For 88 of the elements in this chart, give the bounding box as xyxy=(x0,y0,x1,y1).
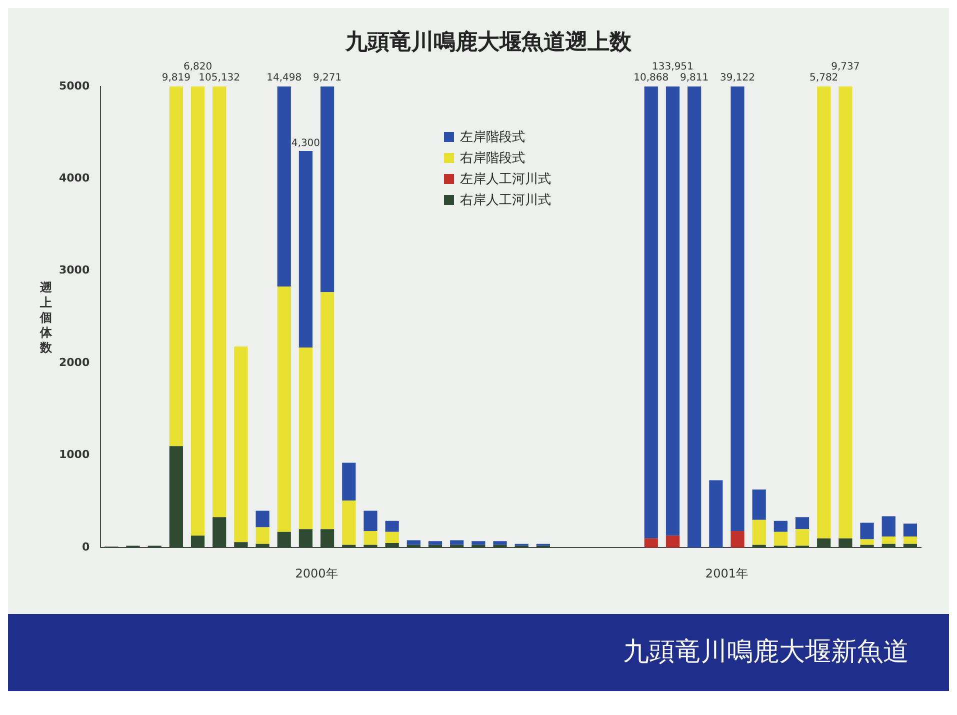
bar xyxy=(298,529,313,548)
bar xyxy=(860,522,874,540)
bar xyxy=(364,510,378,531)
bar xyxy=(277,532,291,548)
bar xyxy=(730,530,744,548)
bar xyxy=(406,540,420,545)
text: 133,951 xyxy=(652,61,694,72)
bar xyxy=(493,544,507,548)
bar xyxy=(882,536,896,544)
bar xyxy=(752,520,766,545)
bar xyxy=(838,538,852,548)
legend-label: 右岸階段式 xyxy=(460,150,525,167)
text: 2001年 xyxy=(705,566,748,581)
text: 5,782 xyxy=(810,72,838,84)
text: 9,819 xyxy=(162,72,190,84)
bar xyxy=(644,538,658,548)
bar xyxy=(730,86,744,531)
bar xyxy=(212,86,226,518)
y-axis-title: 遡上個体数 xyxy=(39,280,53,354)
bar xyxy=(644,86,658,538)
bar xyxy=(472,541,486,545)
text: 九頭竜川鳴鹿大堰新魚道 xyxy=(8,614,949,691)
bar xyxy=(903,536,918,544)
bar xyxy=(298,150,313,348)
bar xyxy=(212,517,226,548)
text: 14,498 xyxy=(266,72,302,84)
bar xyxy=(795,517,810,530)
bar xyxy=(450,540,464,545)
bar xyxy=(882,516,896,537)
bar xyxy=(860,539,874,545)
bar xyxy=(190,86,205,536)
y-tick-label: 2000 xyxy=(58,356,90,369)
chart-title: 九頭竜川鳴鹿大堰魚道遡上数 xyxy=(344,28,632,55)
y-tick-label: 5000 xyxy=(58,79,90,92)
bar xyxy=(190,536,205,548)
bar xyxy=(795,529,810,546)
legend-label: 右岸人工河川式 xyxy=(460,192,551,209)
bar xyxy=(752,489,766,520)
bar xyxy=(385,520,399,532)
bar xyxy=(666,86,680,536)
bar xyxy=(234,346,248,542)
y-tick-label: 0 xyxy=(82,540,90,554)
legend-label: 左岸階段式 xyxy=(460,129,525,146)
bar xyxy=(169,86,183,446)
bar xyxy=(428,541,442,545)
text: 9,737 xyxy=(831,61,860,72)
text: 105,132 xyxy=(198,72,240,84)
bar xyxy=(256,510,270,528)
bar xyxy=(298,347,313,530)
bar xyxy=(903,524,918,537)
bar xyxy=(320,292,334,530)
y-tick-label: 1000 xyxy=(58,448,90,462)
bar xyxy=(903,544,918,548)
bar xyxy=(320,86,334,292)
bar xyxy=(688,86,702,548)
bar xyxy=(342,500,356,545)
bar xyxy=(882,544,896,548)
bar xyxy=(277,286,291,532)
text: 39,122 xyxy=(720,72,755,84)
y-tick-label: 4000 xyxy=(58,172,90,184)
bar xyxy=(364,530,378,545)
y-tick-label: 3000 xyxy=(58,264,90,277)
bar xyxy=(385,532,399,543)
total-label: 4,300 xyxy=(291,138,320,149)
bar xyxy=(277,86,291,287)
bar xyxy=(838,86,852,538)
bar xyxy=(385,542,399,548)
bar xyxy=(774,520,788,532)
bar xyxy=(860,544,874,548)
bar xyxy=(234,542,248,548)
text: 9,811 xyxy=(680,72,709,84)
bar xyxy=(493,541,507,545)
bar xyxy=(817,86,831,538)
bar xyxy=(169,446,183,548)
bar xyxy=(709,480,723,548)
bar xyxy=(774,532,788,546)
bar xyxy=(666,536,680,548)
bar xyxy=(817,538,831,548)
text: 2000年 xyxy=(295,566,338,581)
legend-label: 左岸人工河川式 xyxy=(460,171,551,188)
bar xyxy=(342,462,356,501)
bar xyxy=(256,544,270,548)
bar xyxy=(320,529,334,548)
bar xyxy=(364,544,378,548)
bar xyxy=(256,527,270,544)
text: 9,271 xyxy=(312,72,342,84)
text: 6,820 xyxy=(183,61,212,72)
text: 10,868 xyxy=(634,72,669,84)
